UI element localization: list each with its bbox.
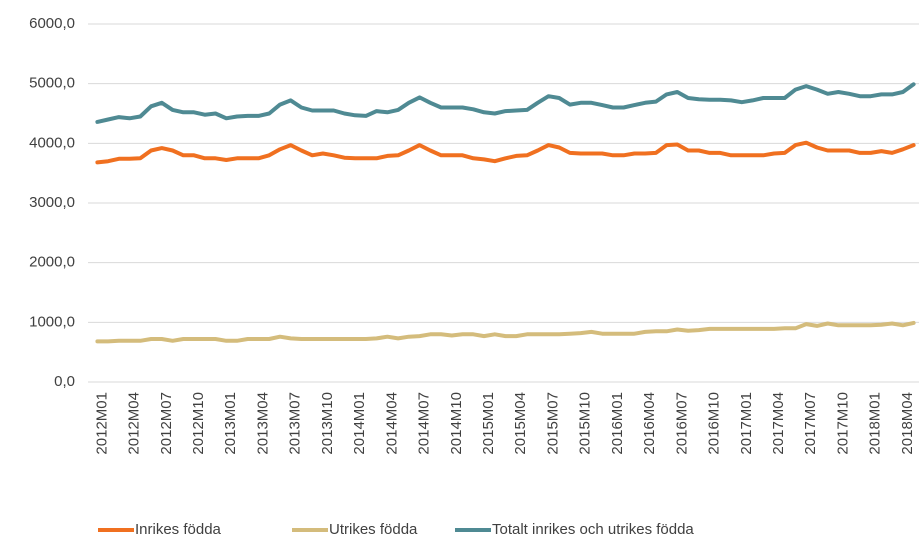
x-tick-label: 2016M07 (673, 392, 690, 455)
x-tick-label: 2016M10 (706, 392, 723, 455)
x-tick-label: 2018M04 (899, 392, 916, 455)
x-tick-label: 2015M01 (480, 392, 497, 455)
x-tick-label: 2014M04 (383, 392, 400, 455)
legend-label: Totalt inrikes och utrikes födda (492, 521, 694, 538)
x-tick-label: 2013M04 (254, 392, 271, 455)
x-tick-label: 2014M01 (351, 392, 368, 455)
x-tick-label: 2016M01 (609, 392, 626, 455)
y-tick-label: 6000,0 (29, 15, 75, 32)
x-tick-label: 2013M10 (319, 392, 336, 455)
x-tick-label: 2014M10 (448, 392, 465, 455)
x-tick-label: 2016M04 (641, 392, 658, 455)
x-tick-label: 2014M07 (416, 392, 433, 455)
legend-label: Inrikes födda (135, 521, 222, 538)
y-tick-label: 0,0 (54, 373, 75, 390)
y-tick-label: 4000,0 (29, 134, 75, 151)
x-tick-label: 2017M04 (770, 392, 787, 455)
x-tick-label: 2012M01 (93, 392, 110, 455)
x-tick-label: 2015M10 (577, 392, 594, 455)
x-tick-label: 2017M01 (738, 392, 755, 455)
line-series (95, 320, 916, 344)
x-tick-label: 2012M10 (190, 392, 207, 455)
x-tick-label: 2018M01 (867, 392, 884, 455)
y-tick-label: 5000,0 (29, 75, 75, 92)
x-tick-label: 2017M10 (834, 392, 851, 455)
x-tick-label: 2013M01 (222, 392, 239, 455)
line-series (95, 82, 916, 124)
x-tick-label: 2012M07 (158, 392, 175, 455)
legend-label: Utrikes födda (329, 521, 418, 538)
y-tick-label: 1000,0 (29, 313, 75, 330)
x-tick-label: 2015M07 (544, 392, 561, 455)
x-tick-label: 2013M07 (287, 392, 304, 455)
x-tick-label: 2012M04 (126, 392, 143, 455)
line-series (95, 140, 916, 165)
x-tick-label: 2015M04 (512, 392, 529, 455)
y-tick-label: 3000,0 (29, 194, 75, 211)
x-tick-label: 2017M07 (802, 392, 819, 455)
y-tick-label: 2000,0 (29, 254, 75, 271)
